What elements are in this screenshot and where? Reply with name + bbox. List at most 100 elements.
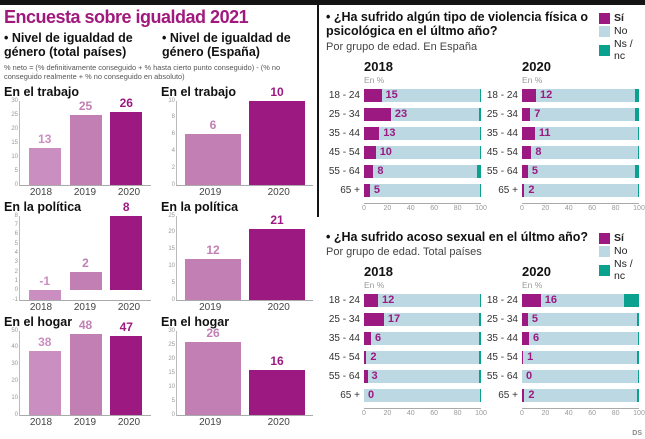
x-axis-tick: 40	[564, 204, 573, 212]
si-value-label: 2	[528, 389, 535, 402]
bar-value-label: 26	[206, 325, 220, 340]
bar-2018	[28, 290, 61, 300]
section-divider	[317, 5, 319, 217]
no-segment	[534, 126, 638, 140]
plot-area: 0 2 4 6 8 10 6 10	[168, 85, 313, 188]
plot-area: 0 5 10 15 20 25 12 21	[168, 212, 313, 303]
no-segment	[524, 389, 637, 403]
harassment-question-subtitle: Por grupo de edad. Total países	[326, 246, 482, 259]
no-segment	[371, 332, 479, 346]
si-segment	[522, 351, 524, 365]
y-axis-tick: 6	[14, 231, 18, 238]
x-axis-tick: 60	[588, 204, 597, 212]
bar-track: 1	[522, 351, 639, 365]
bar-value-label: 26	[119, 95, 133, 110]
bar-slot: 38	[28, 331, 61, 415]
plot-area: 0 5 10 15 20 25 30 26 16	[168, 326, 313, 418]
bar-slot: 2	[69, 216, 102, 300]
harassment-question: • ¿Ha sufrido acoso sexual en el últmo a…	[326, 230, 589, 244]
violence-charts-row: 2018 En % 18 - 24 15 25 - 34 23 35 - 44 13 45 - …	[326, 59, 645, 214]
chart-title: En el hogar	[161, 314, 230, 329]
chart-title: En la política	[4, 199, 82, 214]
ns-nc-segment	[636, 313, 639, 327]
year-header: 2018	[364, 58, 393, 74]
bars: 38 48 47	[20, 318, 151, 415]
si-value-label: 12	[382, 294, 395, 307]
year-label: 2020	[267, 186, 290, 198]
ns-nc-segment	[637, 370, 639, 384]
age-row: 35 - 44 6	[326, 332, 481, 346]
bar-track: 2	[522, 389, 639, 403]
bar-slot: 26	[110, 96, 143, 185]
x-axis-labels: 2018 2019 2020	[19, 186, 151, 198]
si-segment	[522, 332, 530, 346]
x-axis-labels: 2019 2020	[176, 186, 313, 198]
si-segment	[364, 313, 384, 327]
si-value-label: 6	[375, 332, 382, 345]
y-axis-tick: 7	[14, 221, 18, 228]
si-value-label: 8	[535, 145, 542, 158]
bar-2019	[185, 134, 241, 185]
bar-slot: 21	[249, 212, 305, 300]
si-segment	[522, 164, 528, 178]
bar-value-label: 21	[270, 212, 284, 227]
x-axis: 0 20 40 60 80 100	[520, 202, 645, 214]
bar-track: 8	[522, 145, 639, 159]
y-axis-tick: 50	[11, 327, 18, 334]
y-axis-tick: 1	[14, 277, 18, 284]
bar-slot: 16	[249, 331, 305, 415]
age-row: 35 - 44 11	[484, 126, 639, 140]
bar-2019	[185, 341, 241, 415]
bar-track: 0	[522, 370, 639, 384]
year-label: 2019	[199, 186, 222, 198]
chart-politica-espana: En la política 0 5 10 15 20 25 12 21 2019 2020	[161, 199, 319, 314]
si-value-label: 5	[373, 183, 380, 196]
bars: -1 2 8	[20, 200, 151, 300]
bar-track: 23	[364, 107, 481, 121]
legend-label-no: No	[614, 25, 628, 37]
year-label: 2020	[117, 301, 141, 313]
legend-item-ns: Ns / nc	[599, 258, 645, 282]
year-label: 2019	[73, 301, 97, 313]
y-axis-tick: 30	[11, 97, 18, 104]
si-value-label: 2	[370, 351, 377, 364]
y-axis-tick: 10	[11, 394, 18, 401]
age-row: 25 - 34 17	[326, 313, 481, 327]
bar-track: 5	[522, 164, 639, 178]
si-segment	[522, 183, 525, 197]
ns-nc-segment	[637, 183, 639, 197]
ns-nc-segment	[478, 370, 481, 384]
bars: 26 16	[177, 326, 313, 415]
no-segment	[540, 294, 624, 308]
x-axis-tick: 100	[633, 410, 645, 418]
age-label: 55 - 64	[328, 371, 360, 383]
si-segment	[364, 183, 370, 197]
age-row: 18 - 24 16	[484, 294, 639, 308]
si-value-label: 17	[387, 313, 401, 326]
bar-slot: 8	[110, 200, 143, 300]
harassment-question-block: • ¿Ha sufrido acoso sexual en el últmo a…	[326, 230, 645, 419]
bar-slot: 10	[249, 85, 305, 185]
si-value-label: 7	[534, 107, 541, 120]
column-headers: • Nivel de igualdad de género (total paí…	[4, 31, 319, 59]
bar-2018	[28, 350, 61, 415]
unit-label: En %	[522, 74, 543, 85]
age-label: 25 - 34	[328, 314, 360, 326]
bar-track: 6	[364, 332, 481, 346]
si-value-label: 0	[526, 370, 533, 383]
age-label: 35 - 44	[328, 127, 360, 139]
bar-track: 17	[364, 313, 481, 327]
age-row: 35 - 44 13	[326, 126, 481, 140]
y-axis-tick: 0	[14, 181, 18, 188]
no-segment	[527, 164, 636, 178]
bars: 6 10	[177, 85, 313, 185]
age-label: 55 - 64	[486, 371, 518, 383]
age-label: 18 - 24	[486, 295, 518, 307]
y-axis-tick: 20	[168, 229, 175, 236]
credit: DS	[632, 430, 642, 437]
si-value-label: 11	[538, 126, 551, 139]
y-axis-tick: 4	[171, 147, 175, 154]
si-value-label: 2	[528, 183, 535, 196]
x-axis-tick: 0	[520, 204, 524, 212]
bar-track: 5	[364, 183, 481, 197]
